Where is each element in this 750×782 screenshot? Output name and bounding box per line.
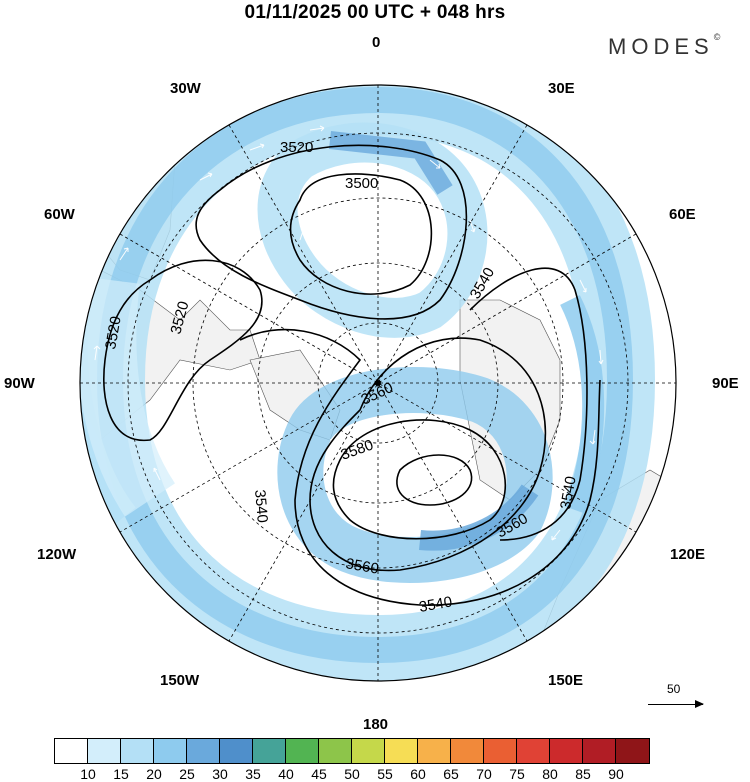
reference-vector: 50 xyxy=(640,682,710,712)
reference-vector-label: 50 xyxy=(667,682,681,696)
contour-label: 3540 xyxy=(557,475,580,511)
lon-label-150e: 150E xyxy=(548,672,584,689)
colorbar-ticks: 10 15 20 25 30 35 40 45 50 55 60 65 70 75 80 85 90 xyxy=(54,766,714,782)
north-pole-marker xyxy=(375,380,381,386)
lon-label-30e: 30E xyxy=(548,80,575,97)
polar-map: 3520 3500 3540 3520 3520 3560 3580 3540 … xyxy=(79,84,677,682)
colorbar-tick-label: 55 xyxy=(377,766,393,782)
colorbar-tick-label: 15 xyxy=(113,766,129,782)
colorbar-tick-label: 25 xyxy=(179,766,195,782)
colorbar-cell xyxy=(550,739,583,763)
colorbar-cell xyxy=(220,739,253,763)
colorbar-cell xyxy=(484,739,517,763)
lon-label-30w: 30W xyxy=(170,80,201,97)
contour-3520-west xyxy=(103,259,263,442)
contour-label: 3540 xyxy=(418,593,454,616)
contour-3600 xyxy=(396,454,473,506)
lon-label-90e: 90E xyxy=(712,375,739,392)
lon-label-150w: 150W xyxy=(160,672,200,689)
lon-label-90w: 90W xyxy=(4,375,35,392)
colorbar-cell xyxy=(253,739,286,763)
colorbar-tick-label: 45 xyxy=(311,766,327,782)
colorbar-cell xyxy=(352,739,385,763)
colorbar-tick-label: 35 xyxy=(245,766,261,782)
colorbar-cell xyxy=(154,739,187,763)
colorbar-tick-label: 80 xyxy=(542,766,558,782)
colorbar-cell xyxy=(517,739,550,763)
colorbar-cell xyxy=(319,739,352,763)
colorbar-cell xyxy=(385,739,418,763)
contour-label: 3540 xyxy=(251,489,271,524)
colorbar-cell xyxy=(187,739,220,763)
map-disc: 3520 3500 3540 3520 3520 3560 3580 3540 … xyxy=(80,85,676,681)
colorbar-cell xyxy=(121,739,154,763)
contour-label: 3520 xyxy=(102,315,125,351)
lon-label-120w: 120W xyxy=(37,546,77,563)
contour-3540-south xyxy=(239,328,601,606)
colorbar-cell xyxy=(583,739,616,763)
brand-name: MODES xyxy=(608,34,714,59)
colorbar-tick-label: 60 xyxy=(410,766,426,782)
colorbar-cell xyxy=(418,739,451,763)
colorbar-tick-label: 10 xyxy=(80,766,96,782)
colorbar-tick-label: 65 xyxy=(443,766,459,782)
colorbar-cell xyxy=(88,739,121,763)
lon-label-60e: 60E xyxy=(669,206,696,223)
colorbar-tick-label: 40 xyxy=(278,766,294,782)
colorbar-tick-label: 85 xyxy=(575,766,591,782)
colorbar-cell xyxy=(616,739,649,763)
colorbar-tick-label: 50 xyxy=(344,766,360,782)
colorbar-cell xyxy=(451,739,484,763)
colorbar-tick-label: 70 xyxy=(476,766,492,782)
lon-label-60w: 60W xyxy=(44,206,75,223)
map-title: 01/11/2025 00 UTC + 048 hrs xyxy=(244,2,506,23)
colorbar-cell xyxy=(286,739,319,763)
contour-label: 3500 xyxy=(345,175,378,192)
lon-label-120e: 120E xyxy=(670,546,706,563)
colorbar-tick-label: 75 xyxy=(509,766,525,782)
contour-3540-east xyxy=(469,267,588,541)
colorbar xyxy=(54,738,650,764)
copyright-mark: © xyxy=(713,32,721,42)
lon-label-180: 180 xyxy=(363,716,389,733)
graticule xyxy=(80,85,676,681)
contour-3580 xyxy=(332,419,507,540)
contour-3520-north xyxy=(195,144,468,320)
contour-3560 xyxy=(309,337,547,572)
colorbar-tick-label: 20 xyxy=(146,766,162,782)
contour-label: 3560 xyxy=(344,555,380,578)
height-contours xyxy=(103,144,601,606)
contour-3500 xyxy=(289,173,433,295)
contour-label: 3520 xyxy=(280,139,313,156)
map-boundary xyxy=(79,84,677,682)
colorbar-cell xyxy=(55,739,88,763)
colorbar-tick-label: 90 xyxy=(608,766,624,782)
colorbar-tick-label: 30 xyxy=(212,766,228,782)
lon-label-0: 0 xyxy=(372,34,381,51)
reference-arrow-icon xyxy=(648,700,704,708)
brand-logo: MODES© xyxy=(608,32,721,60)
